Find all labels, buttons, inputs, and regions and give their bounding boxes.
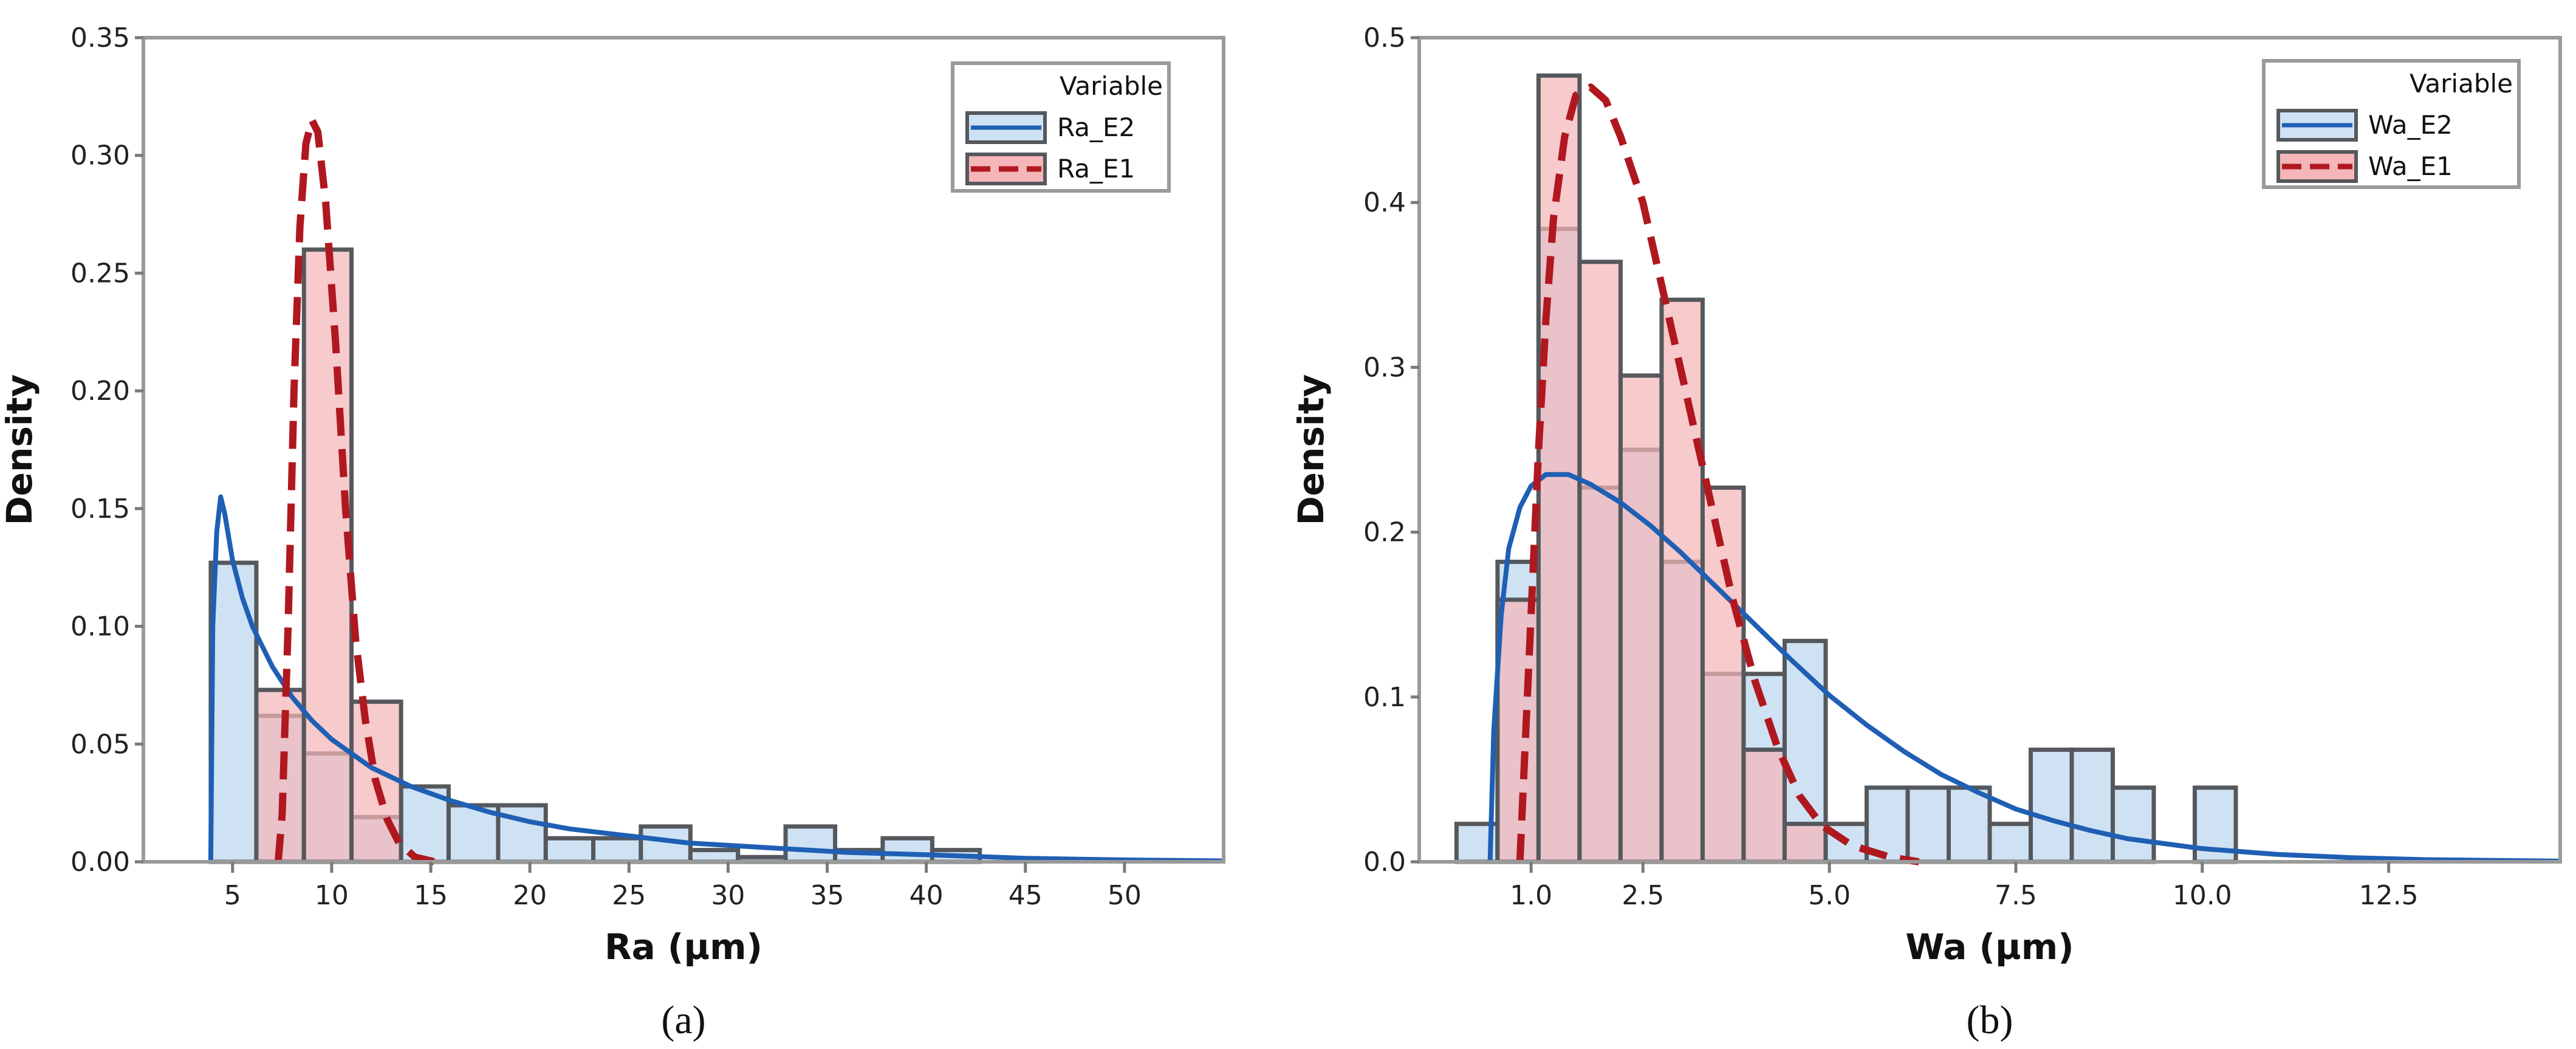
x-tick-label: 5 <box>224 880 241 911</box>
y-tick-label: 0.20 <box>70 376 130 407</box>
ra-e2-bar-12 <box>783 824 838 864</box>
wa-e2-bar-15 <box>2069 748 2115 864</box>
x-tick-label: 20 <box>513 880 547 911</box>
x-tick-label: 15 <box>414 880 448 911</box>
ra-e2-bar-14 <box>880 836 934 864</box>
legend: Variable Ra_E2 Ra_E1 <box>951 61 1171 193</box>
wa-e2-bar-13 <box>1987 822 2033 864</box>
y-tick-label: 0.0 <box>1363 847 1406 878</box>
x-tick-label: 7.5 <box>1995 880 2037 911</box>
y-tick-label: 0.4 <box>1363 187 1406 218</box>
wa-e2-density-curve <box>1487 472 2561 864</box>
ra-e2-bar-7 <box>543 836 596 864</box>
wa-e2-bar-11 <box>1905 785 1951 864</box>
ra-e2-bar-0 <box>208 560 259 864</box>
y-tick-label: 0.00 <box>70 847 130 878</box>
legend-title: Variable <box>1060 71 1163 101</box>
y-tick-label: 0.35 <box>70 22 130 53</box>
wa-e2-bar-12 <box>1946 785 1992 864</box>
plot-frame <box>1417 36 2562 864</box>
y-axis-ticks: 0.0 0.1 0.2 0.3 0.4 0.5 <box>1363 22 1419 878</box>
ra-e2-density-curve <box>208 494 1224 864</box>
ra-e1-bar-1 <box>301 247 354 864</box>
wa-e1-histogram <box>1495 73 1828 864</box>
legend: Variable Wa_E2 Wa_E1 <box>2262 59 2521 189</box>
wa-e1-bar-6 <box>1741 748 1787 864</box>
y-axis-label: Density <box>1290 374 1332 526</box>
x-tick-label: 50 <box>1108 880 1142 911</box>
panel-caption: (a) <box>661 998 705 1042</box>
y-tick-label: 0.30 <box>70 140 130 171</box>
x-tick-label: 25 <box>612 880 646 911</box>
x-tick-label: 2.5 <box>1622 880 1664 911</box>
chart-panel-b: 1.0 2.5 5.0 7.5 10.0 12.5 0.00.10.20.30.40.5 … <box>1290 22 2562 1042</box>
wa-e2-bar-14 <box>2029 748 2074 864</box>
x-axis-label: Wa (µm) <box>1905 926 2074 968</box>
ra-e1-density-curve <box>274 116 436 865</box>
x-tick-label: 12.5 <box>2359 880 2419 911</box>
x-axis-label: Ra (µm) <box>605 926 762 968</box>
x-tick-label: 45 <box>1009 880 1043 911</box>
x-tick-label: 30 <box>711 880 745 911</box>
wa-e1-bar-7 <box>1782 822 1828 864</box>
y-tick-label: 0.25 <box>70 258 130 289</box>
x-tick-label: 10 <box>315 880 349 911</box>
legend-label-ra-e2: Ra_E2 <box>1057 112 1135 142</box>
wa-e2-bar-16 <box>2111 785 2156 864</box>
panel-caption: (b) <box>1967 998 2013 1042</box>
legend-label-ra-e1: Ra_E1 <box>1057 154 1135 184</box>
y-axis-ticks: 0.00 0.05 0.10 0.15 0.20 0.25 0.30 0.35 <box>70 22 143 878</box>
y-tick-label: 0.3 <box>1363 352 1406 383</box>
y-tick-label: 0.5 <box>1363 22 1406 53</box>
wa-e1-bar-4 <box>1659 297 1705 864</box>
legend-label-wa-e1: Wa_E1 <box>2368 151 2453 181</box>
y-tick-label: 0.15 <box>70 494 130 524</box>
y-tick-label: 0.1 <box>1363 682 1406 713</box>
plot-frame <box>142 36 1225 864</box>
x-tick-label: 1.0 <box>1510 880 1552 911</box>
x-axis-ticks: 1.0 2.5 5.0 7.5 10.0 12.5 <box>1510 862 2419 911</box>
wa-e1-bar-2 <box>1577 260 1623 864</box>
x-axis-ticks: 5 10 15 20 25 30 35 40 45 50 <box>224 862 1142 911</box>
y-tick-label: 0.2 <box>1363 517 1406 548</box>
wa-e1-density-curve <box>1516 83 1920 865</box>
x-tick-label: 35 <box>810 880 844 911</box>
legend-title: Variable <box>2410 69 2513 98</box>
x-tick-label: 40 <box>909 880 944 911</box>
wa-e1-bar-3 <box>1618 373 1664 864</box>
x-tick-label: 5.0 <box>1808 880 1851 911</box>
y-tick-label: 0.10 <box>70 611 130 642</box>
y-tick-label: 0.05 <box>70 729 130 760</box>
x-tick-label: 10.0 <box>2173 880 2232 911</box>
legend-label-wa-e2: Wa_E2 <box>2368 110 2453 140</box>
chart-panel-a: 5 10 15 20 25 30 35 40 45 50 0.00 0.05 0.10 0.15 0.20… <box>0 22 1225 1042</box>
y-axis-label: Density <box>0 374 40 526</box>
ra-e2-bar-8 <box>591 836 643 864</box>
